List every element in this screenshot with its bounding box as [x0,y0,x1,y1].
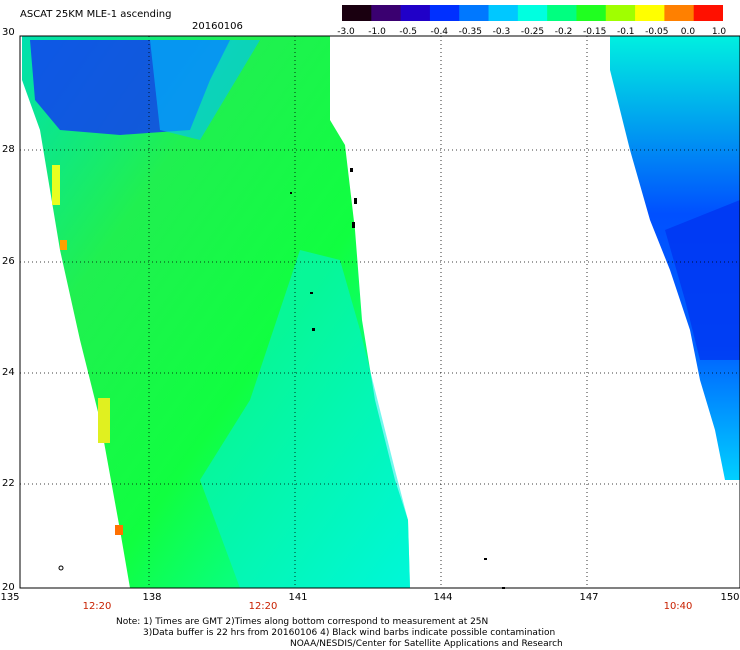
colorbar-segment [342,5,372,21]
yellow-patch [98,398,110,443]
lat-label-28: 28 [2,144,15,155]
colorbar-segment [605,5,636,21]
colorbar-segment [517,5,548,21]
time-label: 12:20 [248,601,278,612]
yellow-patch [52,165,60,205]
orange-patch [115,525,123,535]
lon-label-135: 135 [0,592,20,603]
colorbar-tick-label: 1.0 [711,27,727,37]
left-swath-cyan-center [200,250,410,588]
map-grid [20,36,740,588]
colorbar-tick-label: -0.35 [458,27,482,37]
colorbar-segment [488,5,519,21]
orange-patch [60,240,67,250]
colorbar [342,5,723,21]
colorbar-segment [400,5,431,21]
colorbar-tick-label: -1.0 [368,27,386,37]
colorbar-segment [576,5,607,21]
colorbar-tick-label: -0.25 [520,27,545,37]
colorbar-segment [371,5,402,21]
note-line-3: NOAA/NESDIS/Center for Satellite Applica… [290,639,563,649]
time-label: 12:20 [82,601,112,612]
colorbar-segment [547,5,577,21]
colorbar-segment [459,5,490,21]
colorbar-tick-label: -3.0 [337,27,355,37]
lat-label-20: 20 [2,582,15,593]
lat-label-30: 30 [2,27,15,38]
colorbar-segment [429,5,460,21]
colorbar-segment [693,5,723,21]
time-label: 10:40 [663,601,693,612]
lon-label-150: 150 [720,592,740,603]
colorbar-tick-label: 0.0 [680,27,696,37]
map-title: ASCAT 25KM MLE-1 ascending [20,9,172,20]
colorbar-tick-label: -0.5 [399,27,417,37]
lon-label-138: 138 [142,592,162,603]
left-swath-cyan-band [150,40,260,140]
map-frame [19,35,740,589]
colorbar-tick-label: -0.4 [430,27,449,37]
colorbar-tick-label: -0.15 [583,27,607,37]
colorbar-tick-label: -0.1 [616,27,635,37]
swath-map [19,35,740,589]
colorbar-tick-label: -0.3 [492,27,511,37]
lon-label-141: 141 [288,592,308,603]
colorbar-segment [664,5,695,21]
lat-label-26: 26 [2,256,15,267]
map-date: 20160106 [192,21,243,32]
colorbar-segment [635,5,665,21]
lat-label-24: 24 [2,367,15,378]
colorbar-tick-label: -0.05 [645,27,669,37]
colorbar-tick-label: -0.2 [554,27,573,37]
lon-label-147: 147 [579,592,599,603]
note-line-2: 3)Data buffer is 22 hrs from 20160106 4)… [143,628,556,638]
lon-label-144: 144 [433,592,453,603]
note-line-1: Note: 1) Times are GMT 2)Times along bot… [116,617,489,627]
right-swath-deepblue [665,200,740,360]
lat-label-22: 22 [2,478,15,489]
